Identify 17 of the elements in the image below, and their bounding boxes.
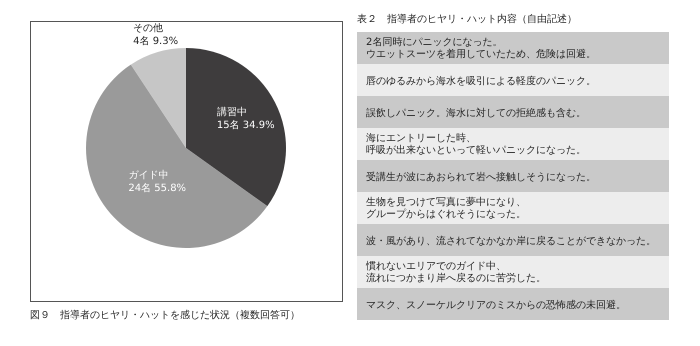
data-label: 4名 9.3% bbox=[133, 34, 178, 47]
text: 生物を見つけて写真に夢中になり、グループからはぐれそうになった。 bbox=[366, 196, 526, 220]
text: 波・風があり、流されてなかなか岸に戻ることができなかった。 bbox=[366, 235, 656, 247]
text: マスク、スノーケルクリアのミスからの恐怖感の未回避。 bbox=[366, 299, 626, 311]
slice-label: ガイド中 bbox=[128, 169, 168, 182]
text: 図９ 指導者のヒヤリ・ハットを感じた状況（複数回答可） bbox=[30, 309, 300, 321]
text: 唇のゆるみから海水を吸引による軽度のパニック。 bbox=[366, 75, 596, 87]
slice-label: その他 bbox=[133, 22, 164, 34]
text: 受講生が波にあおられて岩へ接触しそうになった。 bbox=[366, 171, 596, 183]
slice-label: 講習中 bbox=[216, 106, 247, 118]
data-label: 15名 34.9% bbox=[216, 118, 275, 131]
text: 2名同時にパニックになった。ウエットスーツを着用していたため、危険は回避。 bbox=[366, 36, 596, 60]
text: 誤飲しパニック。海水に対しての拒絶感も含む。 bbox=[366, 107, 586, 119]
text: 慣れないエリアでのガイド中、流れにつかまり岸へ戻るのに苦労した。 bbox=[365, 260, 546, 284]
text: 表２ 指導者のヒヤリ・ハット内容（自由記述） bbox=[357, 13, 577, 25]
text: 海にエントリーした時、呼吸が出来ないといって軽いパニックになった。 bbox=[366, 132, 586, 156]
data-label: 24名 55.8% bbox=[128, 182, 186, 194]
